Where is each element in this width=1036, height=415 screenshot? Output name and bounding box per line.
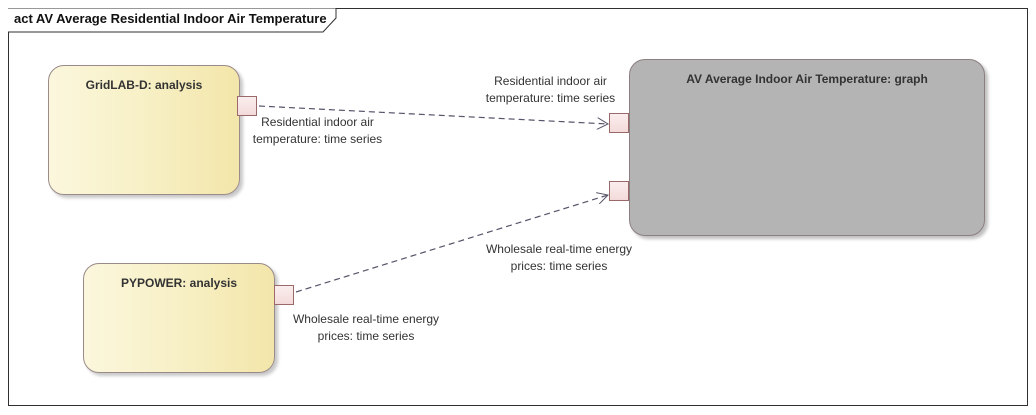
temperature-source-label: Residential indoor air temperature: time… (252, 115, 383, 146)
pypower-analysis-action[interactable]: PYPOWER: analysis (83, 263, 275, 373)
temperature-object-flow (258, 105, 608, 124)
price-target-label: Wholesale real-time energy prices: time … (485, 242, 633, 273)
gridlab-d-analysis-label: GridLAB-D: analysis (85, 78, 203, 92)
pypower-analysis-label: PYPOWER: analysis (120, 276, 238, 290)
graph-price-input-pin[interactable] (609, 181, 629, 201)
diagram-title: act AV Average Residential Indoor Air Te… (14, 11, 327, 26)
temperature-target-label: Residential indoor air temperature: time… (485, 74, 616, 105)
indoor-temperature-graph-label: AV Average Indoor Air Temperature: graph (686, 72, 928, 86)
graph-temperature-input-pin[interactable] (609, 113, 629, 133)
pypower-output-pin[interactable] (274, 285, 294, 305)
gridlab-d-output-pin[interactable] (237, 96, 257, 116)
price-source-label: Wholesale real-time energy prices: time … (292, 312, 440, 343)
price-object-flow (295, 195, 608, 293)
diagram-frame (8, 8, 1028, 406)
indoor-temperature-graph-action[interactable]: AV Average Indoor Air Temperature: graph (629, 59, 985, 236)
gridlab-d-analysis-action[interactable]: GridLAB-D: analysis (48, 65, 240, 195)
